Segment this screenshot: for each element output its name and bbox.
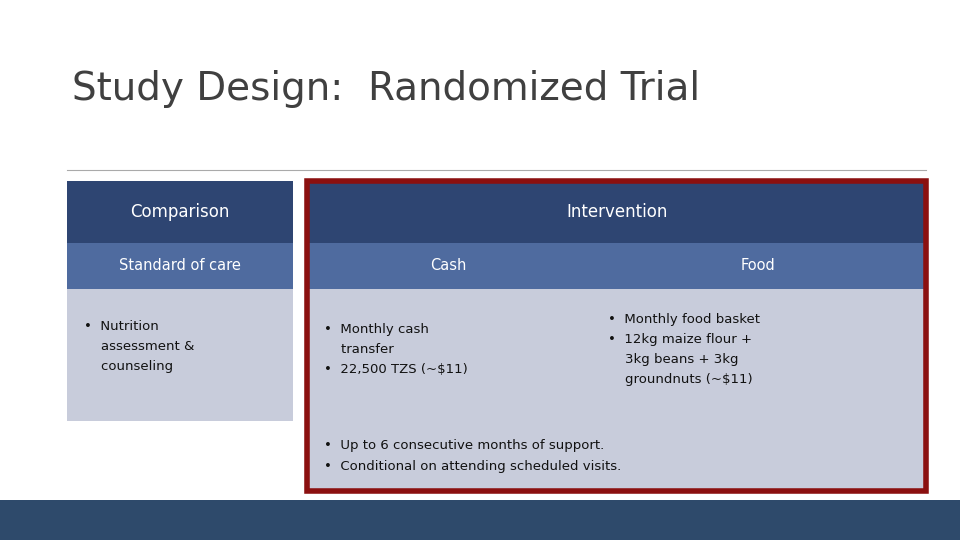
Text: Food: Food [741,259,776,273]
Bar [67,181,293,243]
Bar [307,181,926,243]
Text: •  Monthly cash
    transfer
•  22,500 TZS (~$11): • Monthly cash transfer • 22,500 TZS (~$… [324,323,468,376]
Text: Intervention: Intervention [566,203,667,221]
Bar [307,243,590,289]
Text: •  Nutrition
    assessment &
    counseling: • Nutrition assessment & counseling [84,320,195,374]
Text: Comparison: Comparison [131,203,229,221]
Bar [0,500,960,540]
Bar [590,289,926,421]
Text: •  Up to 6 consecutive months of support.
•  Conditional on attending scheduled : • Up to 6 consecutive months of support.… [324,440,622,473]
Text: Study Design:  Randomized Trial: Study Design: Randomized Trial [72,70,700,108]
Bar [67,243,293,289]
Text: Standard of care: Standard of care [119,259,241,273]
Bar [307,181,926,491]
Text: Cash: Cash [431,259,467,273]
Bar [67,289,293,421]
Text: •  Monthly food basket
•  12kg maize flour +
    3kg beans + 3kg
    groundnuts : • Monthly food basket • 12kg maize flour… [608,313,759,386]
Bar [590,243,926,289]
Bar [307,289,590,421]
Bar [307,421,926,491]
